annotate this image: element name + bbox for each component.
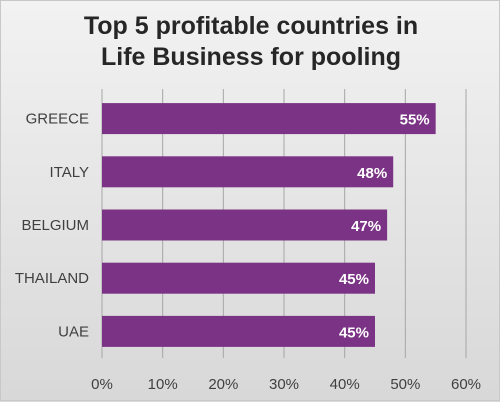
bar-thailand [102,262,375,294]
x-tick-label-2: 20% [208,376,238,393]
x-tick-label-4: 40% [330,376,360,393]
category-label-belgium: BELGIUM [21,217,89,234]
chart-title: Top 5 profitable countries in Life Busin… [1,11,500,73]
chart-title-line-2: Life Business for pooling [100,43,401,71]
data-label-italy: 48% [357,165,387,182]
x-tick-label-0: 0% [91,376,113,393]
bar-italy [102,156,394,188]
chart-title-line-1: Top 5 profitable countries in [83,12,419,40]
data-label-greece: 55% [400,112,430,129]
bar-greece [102,103,436,135]
x-tick-label-1: 10% [148,376,178,393]
category-label-greece: GREECE [26,111,89,128]
bar-uae [102,315,375,347]
data-label-uae: 45% [339,324,369,341]
x-tick-label-5: 50% [390,376,420,393]
category-label-italy: ITALY [50,164,89,181]
x-tick-label-3: 30% [269,376,299,393]
data-label-belgium: 47% [351,218,381,235]
x-tick-label-6: 60% [451,376,481,393]
data-label-thailand: 45% [339,271,369,288]
category-label-uae: UAE [58,323,89,340]
category-label-thailand: THAILAND [15,270,89,287]
bar-belgium [102,209,388,241]
